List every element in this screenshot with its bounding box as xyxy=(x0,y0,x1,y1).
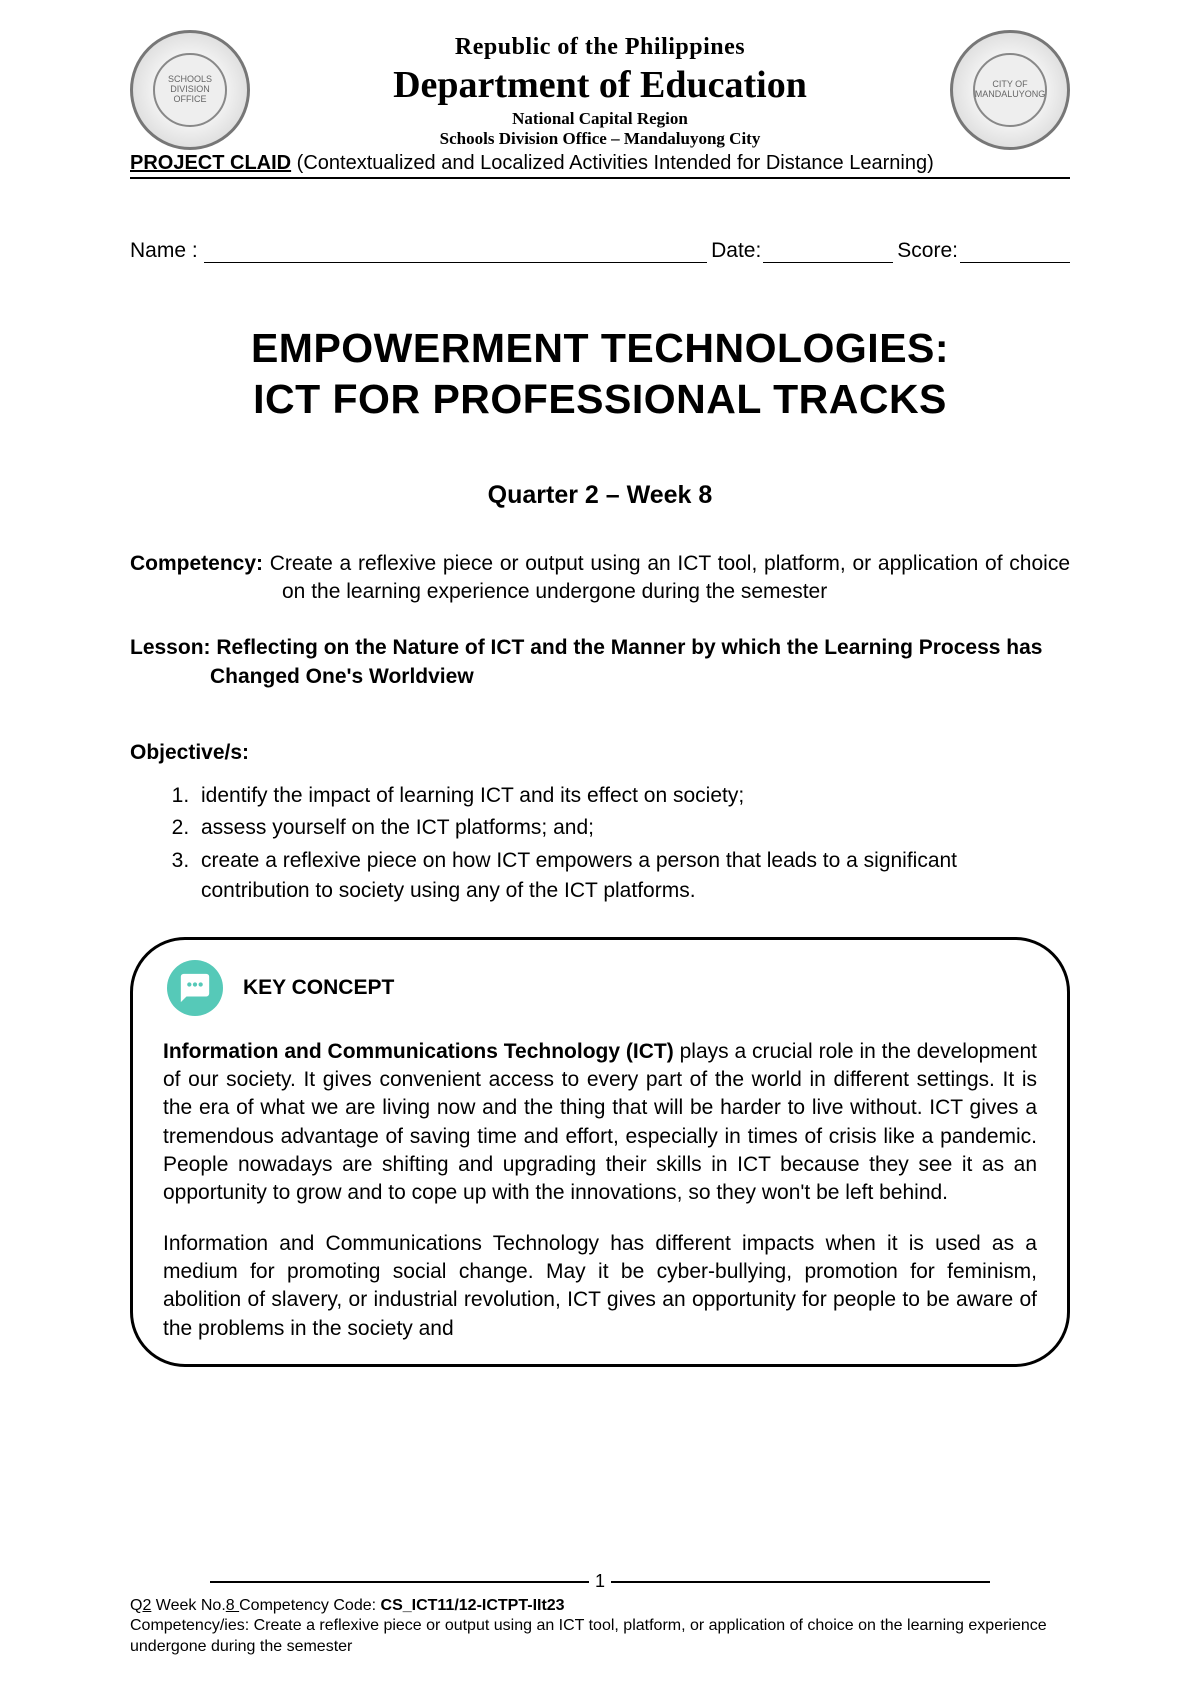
objective-item: create a reflexive piece on how ICT empo… xyxy=(195,846,1070,907)
score-input[interactable] xyxy=(960,240,1070,263)
name-label: Name : xyxy=(130,239,198,263)
objectives-list: identify the impact of learning ICT and … xyxy=(130,781,1070,907)
objective-item: assess yourself on the ICT platforms; an… xyxy=(195,813,1070,843)
page-number: 1 xyxy=(130,1571,1070,1592)
competency-label: Competency: xyxy=(130,552,270,575)
region-line: National Capital Region xyxy=(250,109,950,129)
department-line: Department of Education xyxy=(250,63,950,107)
lesson-block: Lesson: Reflecting on the Nature of ICT … xyxy=(130,634,1070,691)
lesson-label: Lesson: xyxy=(130,636,216,659)
key-concept-box: KEY CONCEPT Information and Communicatio… xyxy=(130,937,1070,1367)
project-label: PROJECT CLAID xyxy=(130,152,291,174)
seal-right-text: CITY OF MANDALUYONG xyxy=(973,53,1047,127)
division-line: Schools Division Office – Mandaluyong Ci… xyxy=(250,129,950,149)
name-input[interactable] xyxy=(204,240,707,263)
key-p1-bold: Information and Communications Technolog… xyxy=(163,1040,674,1063)
footer-competency: Competency/ies: Create a reflexive piece… xyxy=(130,1617,1047,1655)
competency-block: Competency: Create a reflexive piece or … xyxy=(130,550,1070,607)
date-label: Date: xyxy=(711,239,761,263)
key-concept-header: KEY CONCEPT xyxy=(167,960,1037,1016)
project-desc: (Contextualized and Localized Activities… xyxy=(291,152,934,174)
seal-right-icon: CITY OF MANDALUYONG xyxy=(950,30,1070,150)
title-line-2: ICT FOR PROFESSIONAL TRACKS xyxy=(130,374,1070,425)
footer-text: Q2 Week No.8 Competency Code: CS_ICT11/1… xyxy=(130,1596,1070,1658)
key-concept-p2: Information and Communications Technolog… xyxy=(163,1230,1037,1343)
score-label: Score: xyxy=(897,239,958,263)
seal-left-text: SCHOOLS DIVISION OFFICE xyxy=(153,53,227,127)
objective-item: identify the impact of learning ICT and … xyxy=(195,781,1070,811)
title-line-1: EMPOWERMENT TECHNOLOGIES: xyxy=(130,323,1070,374)
key-concept-title: KEY CONCEPT xyxy=(243,976,394,1000)
form-row: Name : Date: Score: xyxy=(130,239,1070,263)
header-text: Republic of the Philippines Department o… xyxy=(250,30,950,149)
main-title: EMPOWERMENT TECHNOLOGIES: ICT FOR PROFES… xyxy=(130,323,1070,426)
quarter-week: Quarter 2 – Week 8 xyxy=(130,481,1070,510)
key-p1-rest: plays a crucial role in the development … xyxy=(163,1040,1037,1205)
key-concept-p1: Information and Communications Technolog… xyxy=(163,1038,1037,1208)
footer: 1 Q2 Week No.8 Competency Code: CS_ICT11… xyxy=(130,1581,1070,1658)
seal-left-icon: SCHOOLS DIVISION OFFICE xyxy=(130,30,250,150)
objectives-label: Objective/s: xyxy=(130,741,1070,765)
header: SCHOOLS DIVISION OFFICE Republic of the … xyxy=(130,30,1070,150)
chat-icon xyxy=(167,960,223,1016)
date-input[interactable] xyxy=(763,240,893,263)
project-line: PROJECT CLAID (Contextualized and Locali… xyxy=(130,152,1070,179)
republic-line: Republic of the Philippines xyxy=(250,34,950,61)
competency-text: Create a reflexive piece or output using… xyxy=(270,552,1070,603)
lesson-text: Reflecting on the Nature of ICT and the … xyxy=(210,636,1043,687)
